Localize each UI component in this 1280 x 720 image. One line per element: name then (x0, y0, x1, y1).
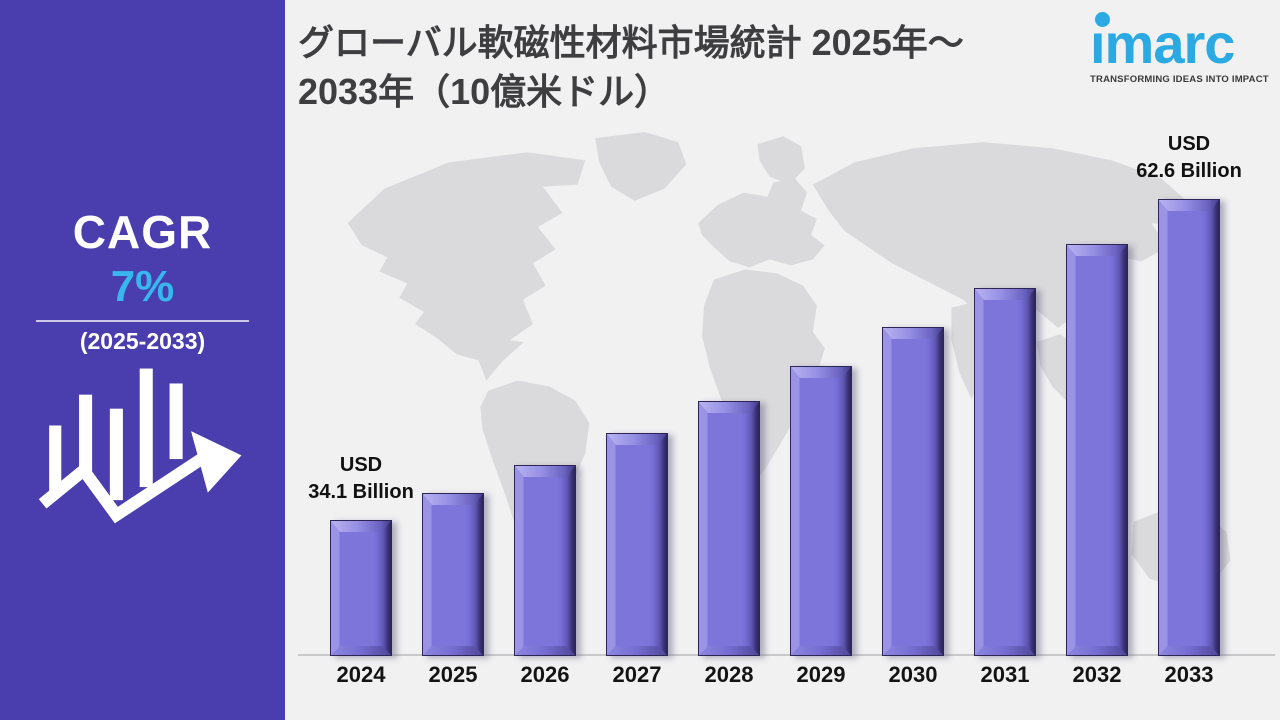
bar-2027 (606, 433, 668, 656)
bar-2031 (974, 288, 1036, 656)
logo-dot-icon (1095, 12, 1110, 27)
bar-2024 (330, 520, 392, 656)
cagr-period: (2025-2033) (79, 328, 206, 354)
cagr-label: CAGR (72, 206, 213, 258)
bar-2029 (790, 366, 852, 656)
bar-2033 (1158, 199, 1220, 656)
imarc-logo: ımarc TRANSFORMING IDEAS INTO IMPACT (1090, 4, 1276, 85)
growth-bars-arrow-icon (38, 368, 242, 524)
x-tick-2028: 2028 (704, 662, 754, 687)
x-tick-2027: 2027 (612, 662, 662, 687)
bar-2026 (514, 465, 576, 656)
x-tick-2033: 2033 (1164, 662, 1214, 687)
cagr-value: 7% (110, 262, 175, 311)
cagr-divider (36, 320, 249, 322)
value-label-2024: USD 34.1 Billion (308, 454, 414, 503)
logo-tagline: TRANSFORMING IDEAS INTO IMPACT (1090, 74, 1269, 85)
x-tick-2026: 2026 (520, 662, 570, 687)
x-tick-2032: 2032 (1072, 662, 1122, 687)
x-tick-2025: 2025 (428, 662, 478, 687)
bar-2025 (422, 493, 484, 656)
bar-2030 (882, 327, 944, 656)
x-tick-2029: 2029 (796, 662, 846, 687)
page-title-line1: グローバル軟磁性材料市場統計 2025年～ (298, 22, 964, 63)
page-title-line2: 2033年（10億米ドル） (298, 71, 671, 112)
x-tick-2031: 2031 (980, 662, 1030, 687)
x-tick-2024: 2024 (336, 662, 386, 687)
logo-brand-text: ımarc (1090, 12, 1235, 75)
bar-2028 (698, 401, 760, 656)
cagr-panel: CAGR 7% (2025-2033) (0, 0, 285, 720)
x-tick-2030: 2030 (888, 662, 938, 687)
bar-2032 (1066, 244, 1128, 656)
page-title: グローバル軟磁性材料市場統計 2025年～ 2033年（10億米ドル） (298, 18, 1058, 116)
x-axis-line (298, 654, 1275, 656)
value-label-2033: USD 62.6 Billion (1136, 133, 1242, 182)
